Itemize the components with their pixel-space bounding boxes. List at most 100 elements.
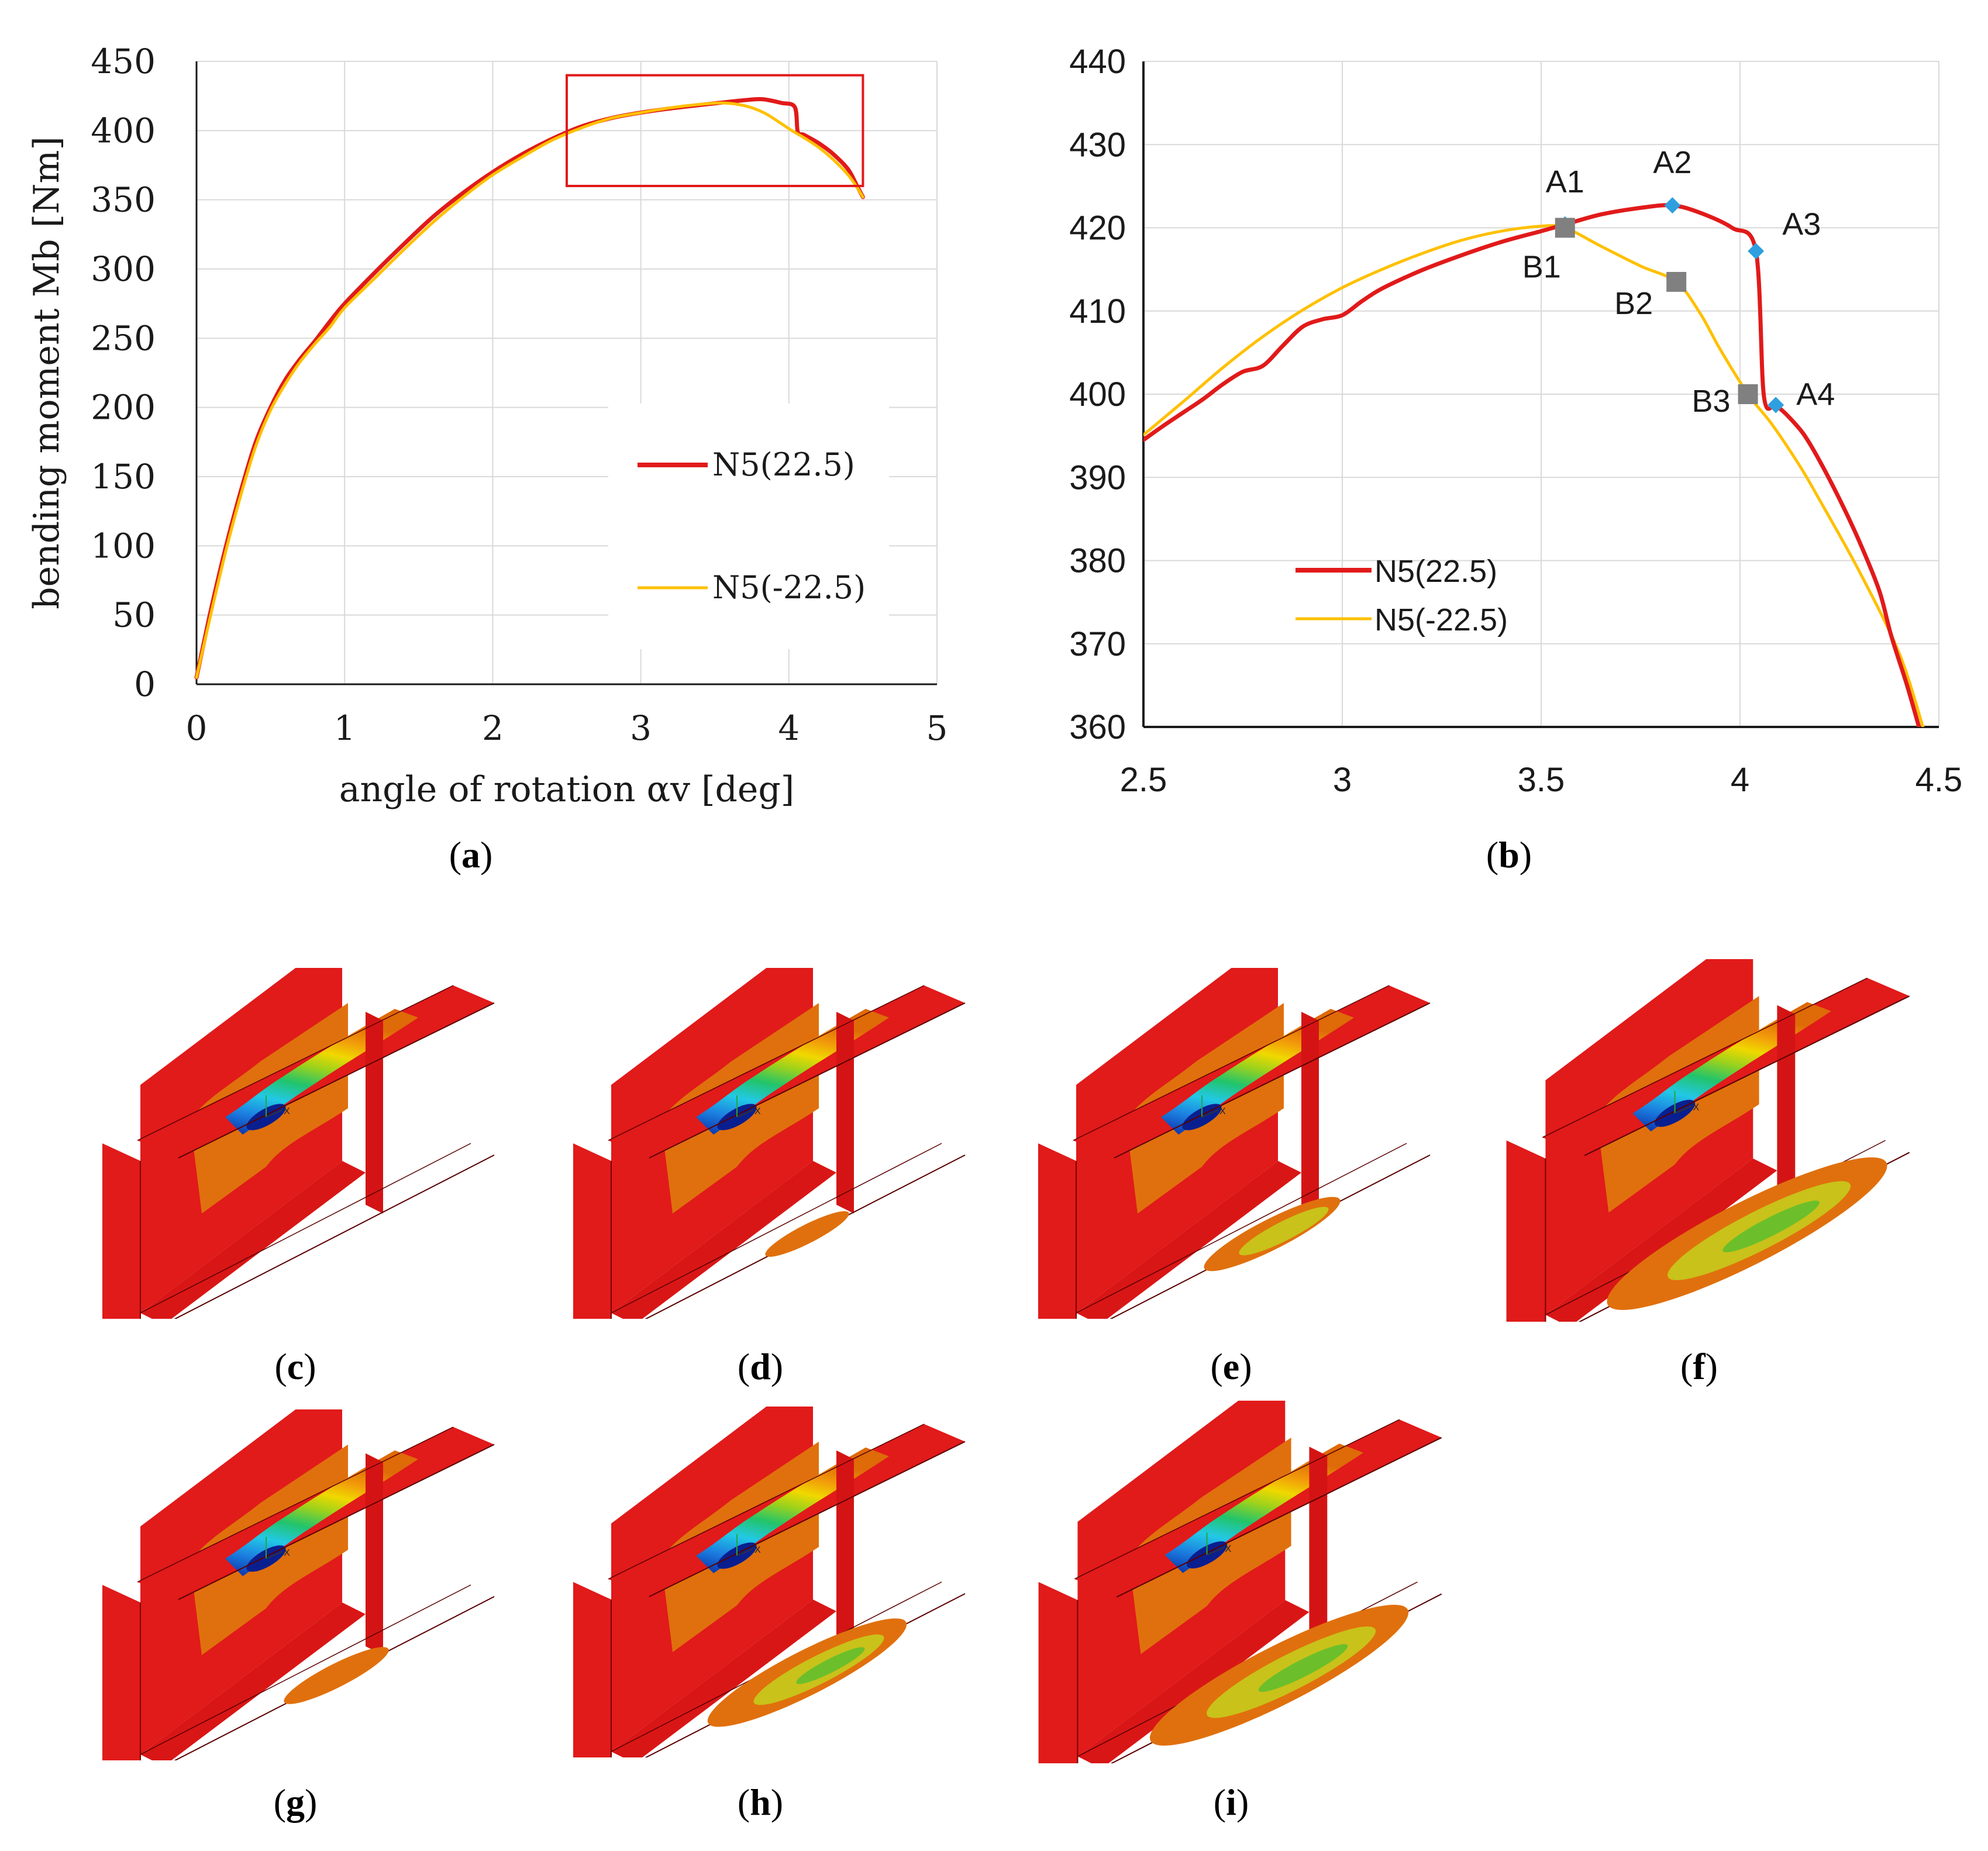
fe-contour-e: X [1038,968,1431,1319]
fe-bottom-buckle-e: X [1204,1107,1341,1271]
fe-axis-label: X [284,1107,290,1116]
caption-b: (b) [1486,834,1532,875]
chart-b-marker-b2 [1666,271,1687,292]
caption-d-letter: d [750,1346,771,1387]
chart-a-y-tick-label: 400 [91,111,156,150]
chart-b-y-tick-label: 370 [1069,625,1126,663]
caption-i-letter: i [1226,1781,1236,1823]
chart-b-y-tick-label: 360 [1069,708,1126,746]
chart-a-y-tick-label: 350 [91,180,156,220]
chart-a-y-axis-label: bending moment Mb [Nm] [26,136,67,609]
caption-e: (e) [1210,1346,1252,1387]
chart-b-axes [1142,61,1939,728]
chart-b-series [1143,203,1925,727]
chart-a-series [194,96,865,680]
chart-a-x-tick-label: 2 [482,708,504,748]
chart-a-y-tick-label: 50 [112,595,156,635]
fe-buckle-yellow [1239,1207,1329,1256]
fe-bottom-buckle-i: X [1149,1544,1409,1746]
chart-b-marker-label-b3: B3 [1692,384,1731,419]
chart-b-marker-label-b2: B2 [1614,286,1653,321]
chart-a-y-tick-label: 300 [91,249,156,289]
chart-a-zoom-box [566,74,864,187]
chart-a-x-tick-label: 4 [778,708,800,748]
chart-b-marker-b3 [1738,384,1758,404]
caption-f-letter: f [1693,1346,1706,1387]
chart-b-y-tick-label: 400 [1069,375,1126,413]
chart-b: 2.5 3 3.5 4 4.5 360 370 380 390 400 410 420 430 440 A… [1069,43,1962,799]
chart-b-series-line-0 [1143,203,1921,727]
chart-a-y-tick-label: 200 [91,388,156,428]
fe-buckle-green [1722,1200,1820,1253]
chart-a-y-tick-label: 250 [91,318,156,358]
fe-axis-label: X [1225,1544,1231,1554]
chart-b-x-tick-label: 2.5 [1120,761,1167,799]
chart-b-marker-label-a4: A4 [1796,377,1835,412]
fe-axis-label: X [754,1545,761,1555]
chart-b-marker-label-a1: A1 [1546,164,1584,199]
chart-b-grid [1143,61,1939,727]
caption-g-letter: g [286,1781,305,1823]
chart-a-y-tick-label: 100 [91,526,156,566]
chart-a-legend-background [608,404,889,649]
chart-a-x-axis-label: angle of rotation αv [deg] [339,769,794,810]
caption-a-letter: a [461,834,480,875]
fe-contour-h: X [573,1407,966,1757]
fe-bottom-buckle-d: X [754,1107,849,1257]
fe-axis-label: X [1693,1102,1699,1113]
fe-bottom-buckle-f: X [1607,1102,1887,1310]
chart-b-y-tick-label: 420 [1069,209,1126,247]
fe-contour-g: X [102,1409,495,1760]
fe-beam-c [102,968,495,1319]
fe-axis-label: X [754,1107,761,1116]
fe-buckle-orange [765,1211,849,1257]
chart-b-x-tick-label: 3 [1333,761,1352,799]
chart-b-legend: N5(22.5) N5(-22.5) [1296,554,1508,637]
fe-beam-d [573,968,966,1319]
chart-b-marker-a3 [1748,243,1765,260]
fe-buckle-orange [284,1647,389,1704]
chart-a-x-tick-label: 5 [926,708,948,748]
caption-c: (c) [274,1346,316,1387]
chart-a-x-tick-label: 0 [186,708,208,748]
chart-b-x-tick-label: 4 [1731,761,1749,799]
caption-e-letter: e [1222,1346,1240,1387]
caption-h: (h) [737,1781,784,1823]
fe-axis-label: X [1219,1107,1226,1116]
chart-b-series-line-1 [1143,224,1925,727]
fe-contour-d: X [573,968,966,1319]
chart-b-y-tick-label: 410 [1069,292,1126,330]
chart-b-legend-label-1: N5(-22.5) [1374,602,1508,637]
chart-b-ticks: 2.5 3 3.5 4 4.5 360 370 380 390 400 410 420 430 440 [1069,43,1962,799]
chart-a-y-tick-label: 150 [91,457,156,497]
fe-bottom-buckle-h: X [707,1545,907,1727]
chart-a-y-tick-label: 0 [134,664,156,704]
chart-b-marker-a4 [1768,397,1784,413]
chart-a-x-tick-label: 1 [334,708,356,748]
chart-b-marker-label-a2: A2 [1653,145,1691,180]
fe-beam-g [102,1409,495,1760]
caption-i: (i) [1213,1781,1249,1823]
chart-b-y-tick-label: 430 [1069,126,1126,164]
chart-b-markers: A1 A2 A3 A4 B1 B2 B3 [1522,145,1835,419]
fe-contour-i: X [1038,1401,1442,1763]
fe-buckle-green [796,1647,865,1684]
fe-bottom-buckle-c: X [284,1107,290,1116]
chart-b-y-tick-label: 390 [1069,459,1126,497]
caption-f: (f) [1680,1346,1718,1387]
chart-b-y-tick-label: 440 [1069,43,1126,81]
chart-a-x-tick-label: 3 [630,708,652,748]
chart-b-x-tick-label: 4.5 [1915,761,1963,799]
fe-bottom-buckle-g: X [284,1548,389,1704]
chart-b-marker-a2 [1664,197,1681,214]
chart-a-series-line-1 [195,101,864,679]
fe-buckle-green [1258,1644,1348,1692]
caption-g: (g) [273,1781,318,1823]
fe-contour-f: X [1505,959,1910,1322]
chart-b-marker-label-a3: A3 [1782,206,1821,242]
chart-b-marker-label-b1: B1 [1522,250,1561,285]
chart-a-legend-label-1: N5(-22.5) [712,569,866,606]
fe-axis-label: X [284,1548,290,1558]
